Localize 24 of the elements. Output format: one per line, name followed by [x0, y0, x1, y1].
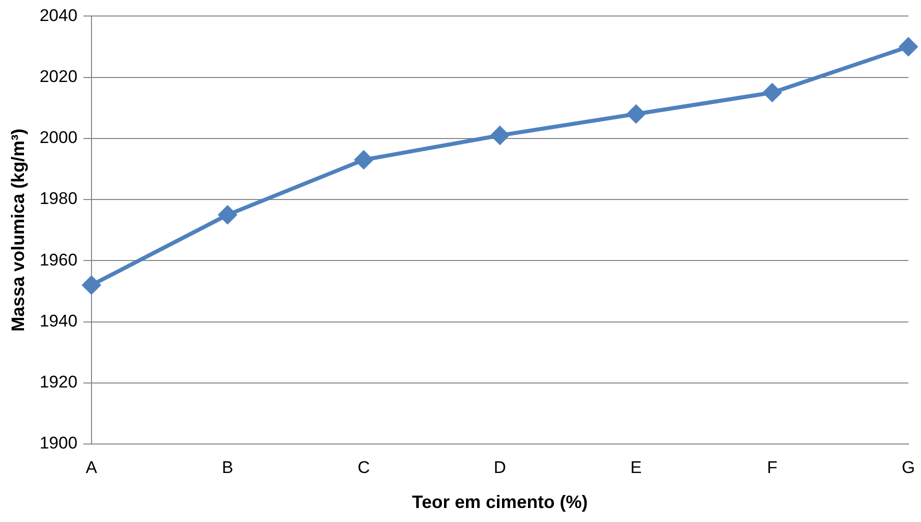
y-tick-label: 2020	[40, 67, 78, 86]
x-tick-label: E	[630, 458, 642, 477]
x-axis-title: Teor em cimento (%)	[412, 492, 588, 512]
y-tick-label: 1940	[40, 311, 78, 330]
x-tick-label: G	[902, 458, 916, 477]
point	[627, 104, 646, 123]
x-tick-label: A	[86, 458, 98, 477]
y-axis-title: Massa volumica (kg/m³)	[8, 128, 28, 332]
y-tick-label: 1900	[40, 434, 78, 453]
x-tick-label: C	[358, 458, 370, 477]
point	[763, 84, 782, 102]
y-tick-label: 1920	[40, 372, 78, 392]
x-tick-label: D	[494, 458, 506, 477]
x-tick-label: B	[222, 458, 234, 477]
y-tick-label: 2000	[40, 128, 78, 148]
y-tick-label: 1980	[40, 189, 78, 208]
point	[490, 126, 509, 144]
y-tick-label: 1960	[40, 250, 78, 270]
point	[82, 276, 100, 294]
point	[218, 206, 237, 224]
y-tick-label: 2040	[40, 6, 78, 25]
x-tick-label: F	[767, 458, 778, 477]
point	[354, 150, 373, 169]
point	[899, 38, 918, 56]
